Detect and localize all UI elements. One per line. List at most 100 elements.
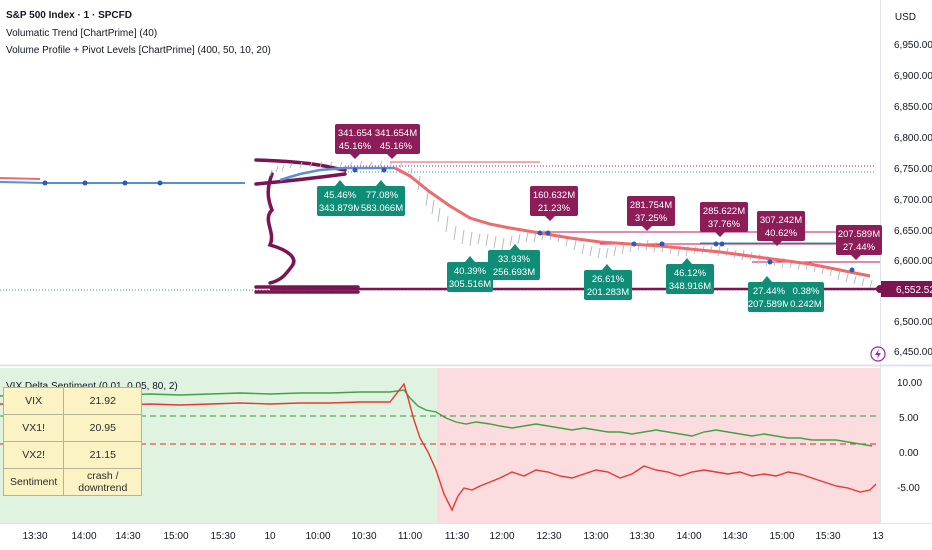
time-tick: 14:30 xyxy=(722,531,747,542)
label-above-3: 160.632M 21.23% xyxy=(530,186,578,221)
green-series xyxy=(0,389,873,447)
indicator-legend-volumatic[interactable]: Volumatic Trend [ChartPrime] (40) xyxy=(6,28,158,39)
price-tick: 6,600.00 xyxy=(894,256,932,267)
time-tick: 15:30 xyxy=(210,531,235,542)
price-tick: 6,650.00 xyxy=(894,226,932,237)
lightning-icon[interactable] xyxy=(870,346,886,362)
time-tick: 13:00 xyxy=(583,531,608,542)
time-tick: 14:00 xyxy=(71,531,96,542)
label-above-1: 341.654 45.16% xyxy=(335,124,375,159)
label-pct: 27.44% xyxy=(843,242,876,253)
label-vol: 341.654 xyxy=(338,128,372,139)
label-pct: 45.16% xyxy=(339,141,372,152)
label-vol: 0.242M xyxy=(790,299,822,310)
price-axis[interactable]: 6,950.00 6,900.00 6,850.00 6,800.00 6,75… xyxy=(894,40,932,358)
indicator-legend-vix[interactable]: VIX Delta Sentiment (0.01, 0.05, 80, 2) xyxy=(6,381,178,392)
table-value: 20.95 xyxy=(63,414,143,442)
price-tick: 6,700.00 xyxy=(894,195,932,206)
indicator-legend-volume-profile[interactable]: Volume Profile + Pivot Levels [ChartPrim… xyxy=(6,45,271,56)
time-tick: 15:00 xyxy=(769,531,794,542)
label-above-6: 307.242M 40.62% xyxy=(757,211,805,246)
label-pct: 40.62% xyxy=(765,228,798,239)
indicator-axis[interactable]: 10.00 5.00 0.00 -5.00 xyxy=(897,378,922,494)
time-tick: 15:00 xyxy=(163,531,188,542)
time-tick: 13 xyxy=(872,531,884,542)
label-vol: 307.242M xyxy=(760,215,802,226)
trend-line-early-red xyxy=(0,177,41,180)
last-price-badge xyxy=(881,281,932,297)
time-tick: 14:30 xyxy=(115,531,140,542)
table-key: VX2! xyxy=(2,441,65,469)
table-key: Sentiment xyxy=(2,468,65,496)
table-row: VX2! 21.15 xyxy=(2,441,143,469)
label-above-4: 281.754M 37.25% xyxy=(627,196,675,231)
price-tick: 6,950.00 xyxy=(894,40,932,51)
label-below-4: 33.93% 256.693M xyxy=(488,244,540,280)
trend-line-down xyxy=(394,166,871,278)
price-tick: 6,900.00 xyxy=(894,71,932,82)
time-tick: 12:30 xyxy=(536,531,561,542)
symbol-title[interactable]: S&P 500 Index · 1 · SPCFD xyxy=(6,10,132,21)
label-pct: 0.38% xyxy=(793,286,820,297)
bearish-zone-bg xyxy=(437,368,880,523)
label-vol: 343.879M xyxy=(319,203,361,214)
last-price-label: 6,552.52 xyxy=(896,285,932,296)
label-pct: 26.61% xyxy=(592,274,625,285)
price-tick: 6,750.00 xyxy=(894,164,932,175)
time-tick: 12:00 xyxy=(489,531,514,542)
label-pct: 45.16% xyxy=(380,141,413,152)
label-pct: 40.39% xyxy=(454,266,487,277)
table-value: 21.15 xyxy=(63,441,143,469)
indicator-tick: 0.00 xyxy=(899,448,919,459)
label-vol: 281.754M xyxy=(630,200,672,211)
trend-line-early xyxy=(0,181,245,184)
indicator-tick: 5.00 xyxy=(899,413,919,424)
red-series xyxy=(0,382,877,512)
time-tick: 10:00 xyxy=(305,531,330,542)
label-pct: 21.23% xyxy=(538,203,571,214)
price-tick: 6,800.00 xyxy=(894,133,932,144)
indicator-tick: 10.00 xyxy=(897,378,922,389)
label-pct: 33.93% xyxy=(498,254,531,265)
time-tick: 14:00 xyxy=(676,531,701,542)
time-axis[interactable]: 13:30 14:00 14:30 15:00 15:30 10 10:00 1… xyxy=(22,531,884,542)
label-pct: 45.46% xyxy=(324,190,357,201)
table-key: VX1! xyxy=(2,414,65,442)
table-value: 21.92 xyxy=(63,387,143,415)
table-key: VIX xyxy=(2,387,65,415)
time-tick: 13:30 xyxy=(22,531,47,542)
label-below-3: 40.39% 305.516M xyxy=(447,256,493,292)
label-below-8: 0.38% 0.242M xyxy=(788,282,824,312)
label-pct: 77.08% xyxy=(366,190,399,201)
sentiment-table: VIX 21.92 VX1! 20.95 VX2! 21.15 Sentiment cr… xyxy=(2,387,143,496)
volume-profile xyxy=(254,158,360,294)
price-tick: 6,500.00 xyxy=(894,317,932,328)
label-vol: 207.589M xyxy=(838,229,880,240)
label-pct: 27.44% xyxy=(753,286,786,297)
label-above-2: 341.654M 45.16% xyxy=(372,124,420,159)
label-below-5: 26.61% 201.283M xyxy=(584,264,632,300)
label-vol: 160.632M xyxy=(533,190,575,201)
time-tick: 15:30 xyxy=(815,531,840,542)
time-tick: 10 xyxy=(264,531,276,542)
label-above-7: 207.589M 27.44% xyxy=(836,225,882,260)
label-below-7: 27.44% 207.589M xyxy=(748,276,790,312)
label-vol: 305.516M xyxy=(449,279,491,290)
label-vol: 256.693M xyxy=(493,267,535,278)
label-pct: 37.25% xyxy=(635,213,668,224)
label-above-5: 285.622M 37.76% xyxy=(700,202,748,237)
label-vol: 341.654M xyxy=(375,128,417,139)
label-vol: 285.622M xyxy=(703,206,745,217)
table-row: VX1! 20.95 xyxy=(2,414,143,442)
table-row: Sentiment crash / downtrend xyxy=(2,468,143,496)
indicator-tick: -5.00 xyxy=(897,483,920,494)
currency-label[interactable]: USD xyxy=(894,12,916,23)
label-below-2: 77.08% 583.066M xyxy=(359,180,405,216)
label-vol: 201.283M xyxy=(587,287,629,298)
price-pane[interactable] xyxy=(0,0,880,363)
time-tick: 11:00 xyxy=(398,531,423,542)
label-vol: 348.916M xyxy=(669,281,711,292)
volume-labels-below: 45.46% 343.879M 77.08% 583.066M 40.39% 305.… xyxy=(317,180,824,312)
